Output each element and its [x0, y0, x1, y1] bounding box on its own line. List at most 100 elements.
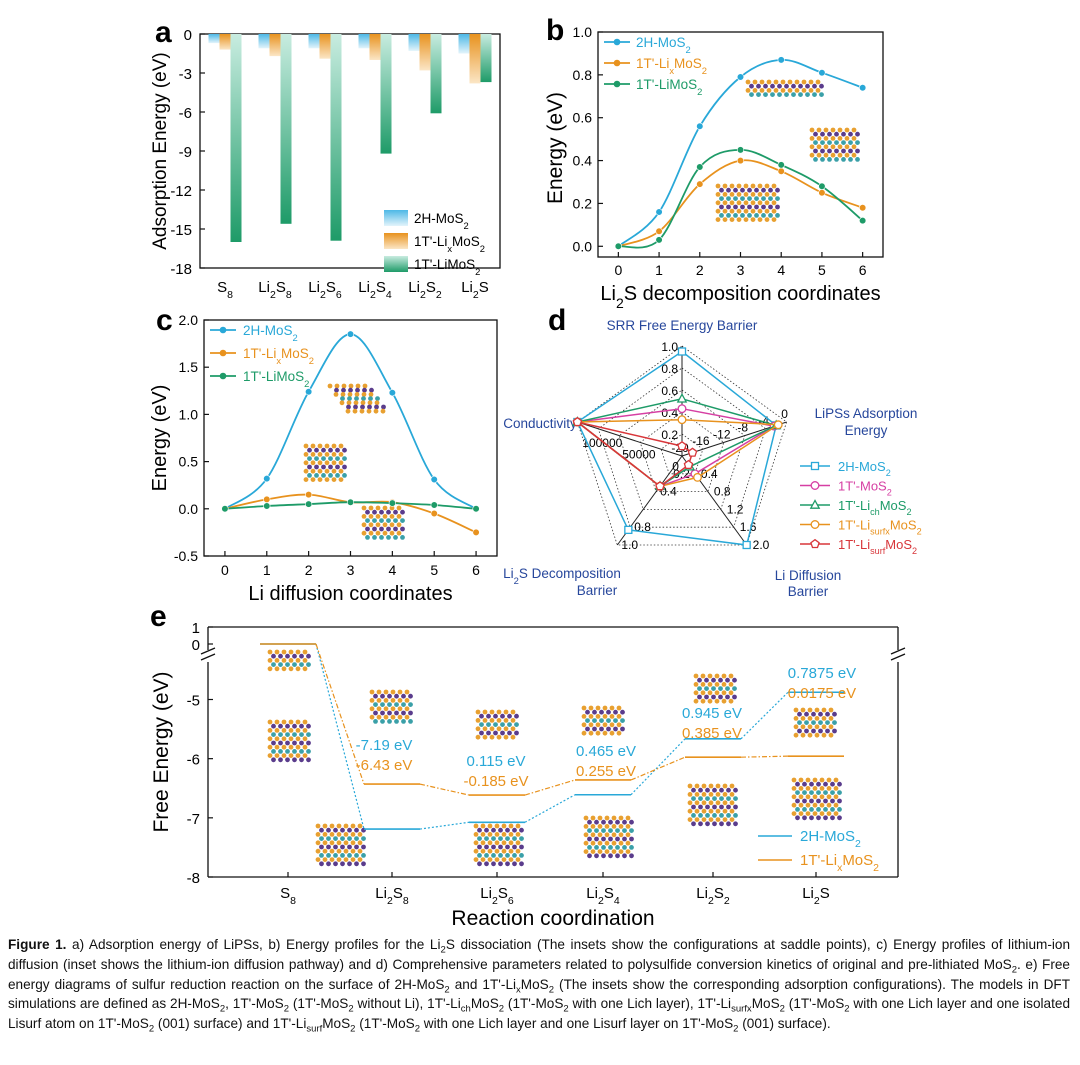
atom: [368, 514, 374, 519]
atom: [844, 136, 850, 141]
atom: [821, 732, 827, 738]
text-span: 2: [886, 468, 891, 478]
atom: [299, 662, 304, 667]
radar-tick-label: 0: [781, 407, 788, 421]
atom: [359, 408, 365, 414]
atom: [715, 200, 721, 206]
text-span: Li: [437, 234, 448, 249]
atom: [482, 734, 488, 740]
atom: [747, 204, 752, 210]
atom: [805, 777, 811, 783]
atom: [687, 800, 693, 806]
atom: [501, 848, 507, 854]
y-tick-label: 0.4: [573, 153, 593, 169]
atom: [588, 714, 594, 719]
atom: [496, 726, 502, 732]
atom: [733, 204, 738, 210]
structure-inset: [473, 823, 524, 867]
atom: [583, 815, 589, 821]
text-span: Li: [503, 566, 514, 581]
atom: [768, 187, 773, 193]
atom: [608, 819, 613, 825]
atom: [768, 204, 773, 210]
atom: [834, 148, 839, 154]
atom: [278, 723, 283, 729]
atom: [851, 136, 857, 141]
atom: [310, 468, 316, 474]
radar-marker: [683, 459, 694, 470]
text-span: 2: [420, 289, 426, 301]
atom: [278, 662, 283, 667]
atom: [736, 183, 742, 189]
panel-b: b 0.0 0.2 0.4 0.6 0.8 1.0 0 1 2 3 4 5 6 Energy (eV) Li…: [544, 14, 884, 311]
subscript: 2: [563, 1004, 569, 1016]
atom: [604, 840, 610, 846]
structure-inset: [267, 719, 311, 763]
atom: [374, 400, 380, 406]
atom: [340, 861, 345, 867]
atom: [267, 736, 273, 742]
atom: [299, 732, 304, 737]
atom: [302, 728, 308, 733]
text-span: 2: [304, 378, 309, 389]
text-span: 1T'-Li: [243, 369, 276, 384]
atom: [855, 148, 860, 154]
atom: [823, 790, 828, 795]
text-span: 2: [724, 895, 730, 907]
text-span: S decomposition coordinates: [624, 283, 881, 305]
legend-label: 1T'-LichMoS2: [838, 498, 912, 517]
atom: [700, 698, 706, 704]
annotation-lix: 0.255 eV: [576, 763, 636, 780]
text-span: MoS: [890, 518, 917, 533]
atom: [763, 83, 768, 89]
text-span: 2: [309, 355, 314, 366]
text-span: MoS: [658, 35, 686, 50]
atom: [281, 719, 287, 725]
atom: [365, 518, 370, 523]
atom: [618, 840, 624, 846]
atom: [376, 706, 382, 712]
atom: [764, 200, 770, 206]
legend-label: 2H-MoS2: [838, 459, 891, 478]
atom: [837, 807, 842, 812]
atom: [475, 709, 481, 715]
atom: [508, 857, 514, 862]
text-span: 8: [227, 289, 233, 301]
atom: [400, 509, 405, 515]
atom: [306, 732, 311, 737]
atom: [386, 518, 391, 523]
atom: [299, 653, 304, 659]
subscript: ch: [460, 1004, 471, 1016]
atom: [493, 722, 498, 727]
atom: [491, 836, 496, 841]
atom: [595, 714, 601, 719]
legend-marker: [810, 538, 820, 549]
atom: [408, 710, 413, 716]
atom: [594, 845, 599, 850]
atom: [814, 724, 820, 730]
panel-label-d: d: [548, 304, 566, 337]
atom: [608, 836, 613, 842]
data-point: [346, 498, 355, 506]
energy-connector: [419, 783, 470, 796]
atom: [705, 787, 710, 793]
atom: [375, 514, 381, 519]
atom: [303, 477, 309, 482]
atom: [299, 723, 304, 729]
atom: [613, 718, 618, 723]
atom: [687, 808, 693, 814]
atom: [711, 677, 716, 683]
atom: [498, 861, 503, 867]
y-tick-label: 0.0: [179, 501, 199, 517]
atom: [693, 690, 699, 696]
atom: [733, 187, 738, 193]
figure-canvas: a 0 -3 -6 -9 -12 -15 -18 Adsorption Energy (eV)…: [149, 14, 922, 930]
atom: [303, 468, 309, 474]
radar-tick-label: -12: [713, 427, 731, 441]
atom: [812, 83, 817, 89]
atom: [814, 732, 820, 738]
atom: [500, 730, 505, 736]
atom: [501, 840, 507, 846]
atom: [761, 196, 766, 202]
